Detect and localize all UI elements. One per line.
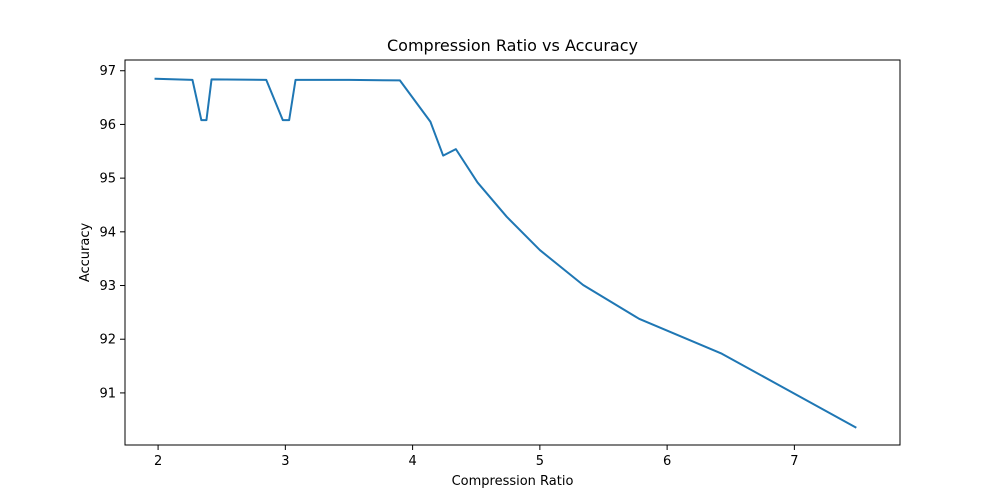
y-tick-label: 97 [99, 64, 116, 79]
x-tick-label: 5 [536, 454, 544, 469]
y-tick-label: 91 [99, 386, 116, 401]
series-line [154, 77, 857, 429]
chart-title: Compression Ratio vs Accuracy [387, 36, 638, 55]
x-axis-label: Compression Ratio [452, 474, 574, 489]
x-tick-label: 4 [408, 454, 416, 469]
y-tick-label: 94 [99, 225, 116, 240]
x-tick-label: 6 [663, 454, 671, 469]
y-tick-label: 92 [99, 333, 116, 348]
plot-frame [124, 59, 901, 446]
x-tick-label: 3 [281, 454, 289, 469]
y-tick-label: 96 [99, 118, 116, 133]
y-tick-label: 93 [99, 279, 116, 294]
x-tick-label: 7 [790, 454, 798, 469]
y-tick-label: 95 [99, 172, 116, 187]
x-tick-label: 2 [154, 454, 162, 469]
y-axis-label: Accuracy [78, 223, 93, 283]
